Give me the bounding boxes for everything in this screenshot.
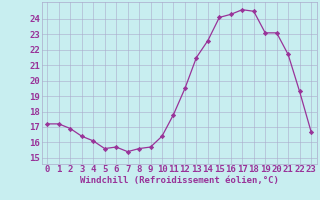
X-axis label: Windchill (Refroidissement éolien,°C): Windchill (Refroidissement éolien,°C) — [80, 176, 279, 185]
